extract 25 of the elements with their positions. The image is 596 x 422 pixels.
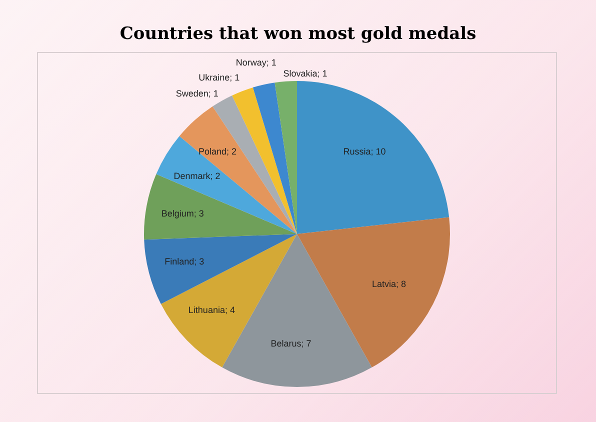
data-label: ; 2 (226, 146, 237, 156)
data-label: ; 2 (210, 171, 220, 182)
slice-label: Lithuania (188, 304, 225, 315)
slice-label: Latvia (372, 278, 396, 289)
slice-label: Belarus (270, 338, 302, 349)
data-label: ; 10 (370, 146, 386, 156)
slice-label: Sweden (176, 88, 208, 98)
slice-label: Russia (343, 146, 371, 156)
data-label: ; 1 (208, 88, 218, 98)
data-label: ; 8 (396, 278, 406, 289)
data-label: ; 1 (317, 68, 328, 78)
data-label: ; 3 (194, 208, 204, 218)
slice-label: Belgium (161, 208, 194, 218)
slice-label: Denmark (174, 171, 211, 182)
data-label: ; 7 (301, 338, 312, 349)
slice-label: Finland (164, 256, 194, 266)
slice-label: Poland (198, 146, 227, 156)
slice-label: Slovakia (283, 68, 318, 78)
chart-title: Countries that won most gold medals (118, 24, 478, 44)
data-label: ; 1 (230, 72, 240, 82)
data-label: ; 4 (224, 304, 235, 315)
slice-label: Norway (236, 58, 267, 68)
data-label: ; 1 (266, 58, 276, 68)
data-label: ; 3 (194, 256, 204, 266)
slice-label: Ukraine (198, 72, 230, 82)
